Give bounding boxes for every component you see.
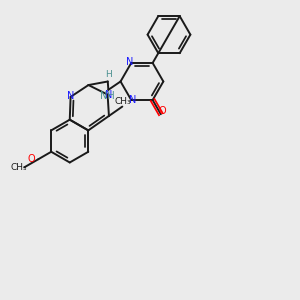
Text: CH₃: CH₃ (114, 97, 130, 106)
Text: H: H (105, 70, 112, 80)
Text: N: N (129, 95, 136, 105)
Text: CH₃: CH₃ (11, 163, 27, 172)
Text: N: N (126, 57, 134, 67)
Text: O: O (158, 106, 166, 116)
Text: O: O (28, 154, 36, 164)
Text: N: N (67, 91, 74, 101)
Text: NH: NH (100, 92, 115, 101)
Text: N: N (105, 90, 112, 100)
